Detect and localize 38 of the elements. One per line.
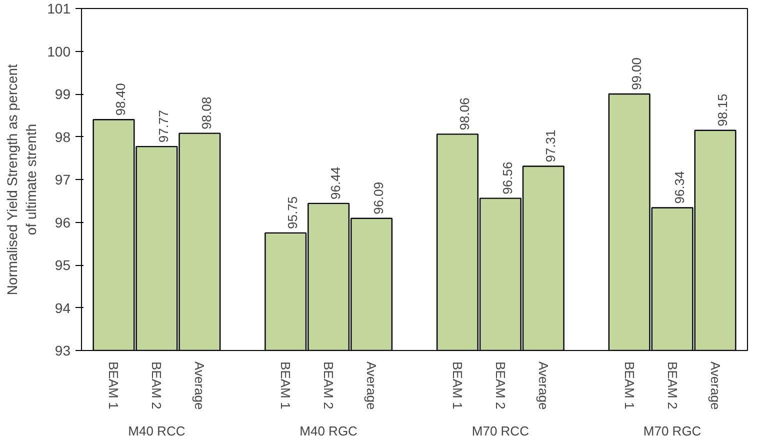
data-label: 98.06 — [456, 98, 472, 130]
y-tick-label: 94 — [54, 300, 71, 316]
x-tick-label: Average — [708, 362, 723, 410]
x-tick-label: BEAM 1 — [278, 362, 294, 410]
data-label: 98.40 — [113, 83, 128, 116]
text: M70 RGC — [643, 424, 702, 438]
x-tick-label: Average — [536, 362, 551, 410]
data-label: 97.31 — [542, 130, 558, 162]
x-tick-label: BEAM 1 — [106, 362, 122, 410]
data-label: 96.09 — [371, 182, 386, 214]
data-label: 96.34 — [672, 171, 687, 204]
x-tick-label: BEAM 2 — [149, 362, 164, 410]
x-tick-label: BEAM 2 — [321, 362, 336, 410]
data-label: 98.15 — [714, 94, 730, 126]
data-label: 98.08 — [199, 96, 214, 130]
data-label: 96.44 — [328, 166, 344, 200]
y-tick-label: 93 — [54, 342, 71, 358]
y-tick-label: 101 — [47, 0, 71, 16]
text: M70 RCC — [472, 424, 529, 438]
y-axis-title: Normalised Yield Strength as percent of ultimate strenth — [4, 64, 40, 296]
text: M40 RCC — [128, 424, 186, 438]
data-label: 97.77 — [156, 110, 172, 143]
x-tick-label: Average — [192, 362, 208, 410]
x-tick-label: BEAM 2 — [492, 362, 508, 410]
data-label: 96.56 — [500, 162, 515, 194]
y-tick-label: 97 — [54, 172, 71, 188]
x-tick-label: Average — [364, 362, 380, 410]
x-tick-label: BEAM 2 — [664, 362, 680, 410]
y-tick-label: 98 — [54, 128, 71, 145]
data-label: 95.75 — [285, 196, 300, 229]
y-tick-label: 100 — [47, 43, 71, 60]
x-tick-label: BEAM 1 — [450, 362, 465, 410]
text: M40 RGC — [300, 424, 358, 438]
data-label: 99.00 — [628, 57, 644, 90]
y-tick-label: 99 — [54, 86, 71, 102]
x-tick-label: BEAM 1 — [622, 362, 637, 410]
y-tick-label: 95 — [54, 257, 71, 273]
y-tick-label: 96 — [54, 214, 71, 230]
